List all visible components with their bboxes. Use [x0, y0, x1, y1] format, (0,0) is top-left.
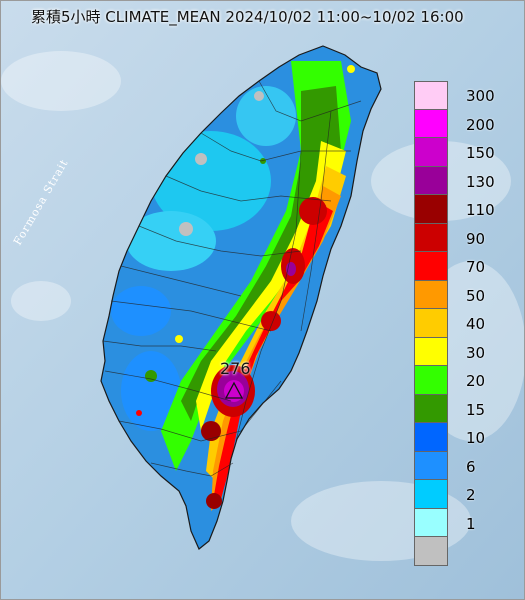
legend-label: 70: [466, 258, 486, 276]
legend-label: 10: [466, 429, 486, 447]
legend-swatch: [414, 309, 448, 338]
legend-item: 2: [414, 480, 524, 509]
legend-label: 130: [466, 172, 495, 191]
legend-item: 130: [414, 166, 524, 195]
legend-swatch: [414, 423, 448, 452]
legend-item: 20: [414, 366, 524, 395]
legend-swatch: [414, 537, 448, 566]
rainfall-legend: 300 200 150 130 110 90 70 50 40 30 20 15 10 6 2 1: [414, 81, 524, 566]
legend-swatch: [414, 394, 448, 423]
legend-swatch: [414, 138, 448, 167]
legend-item: 110: [414, 195, 524, 224]
legend-swatch: [414, 252, 448, 281]
legend-item: 1: [414, 508, 524, 537]
legend-swatch: [414, 508, 448, 537]
legend-item: 150: [414, 138, 524, 167]
peak-value-label: 276: [220, 359, 251, 378]
legend-swatch: [414, 280, 448, 309]
legend-label: 40: [466, 315, 486, 333]
county-boundaries: [102, 80, 362, 477]
legend-label: 90: [466, 229, 486, 248]
legend-item: 200: [414, 109, 524, 138]
legend-label: 30: [466, 343, 486, 362]
legend-item: 300: [414, 81, 524, 110]
legend-swatch: [414, 195, 448, 224]
legend-item: 70: [414, 252, 524, 281]
legend-label: 110: [466, 201, 495, 219]
legend-item: [414, 537, 524, 566]
legend-label: 20: [466, 372, 486, 390]
legend-swatch: [414, 223, 448, 252]
map-title: 累積5小時 CLIMATE_MEAN 2024/10/02 11:00~10/0…: [31, 8, 464, 26]
legend-item: 40: [414, 309, 524, 338]
legend-label: 15: [466, 400, 486, 419]
legend-item: 15: [414, 394, 524, 423]
legend-item: 10: [414, 423, 524, 452]
legend-swatch: [414, 337, 448, 366]
legend-item: 6: [414, 451, 524, 480]
legend-label: 2: [466, 486, 476, 504]
legend-swatch: [414, 109, 448, 138]
legend-item: 90: [414, 223, 524, 252]
legend-item: 30: [414, 337, 524, 366]
legend-label: 200: [466, 115, 495, 134]
legend-label: 50: [466, 286, 486, 305]
legend-label: 150: [466, 144, 495, 162]
coastline: [100, 45, 382, 550]
legend-swatch: [414, 166, 448, 195]
triangle-station-icon: [224, 381, 244, 399]
legend-swatch: [414, 480, 448, 509]
legend-label: 300: [466, 87, 495, 105]
legend-swatch: [414, 81, 448, 110]
legend-item: 50: [414, 280, 524, 309]
legend-label: 1: [466, 514, 476, 533]
legend-swatch: [414, 451, 448, 480]
legend-label: 6: [466, 457, 476, 476]
legend-swatch: [414, 366, 448, 395]
